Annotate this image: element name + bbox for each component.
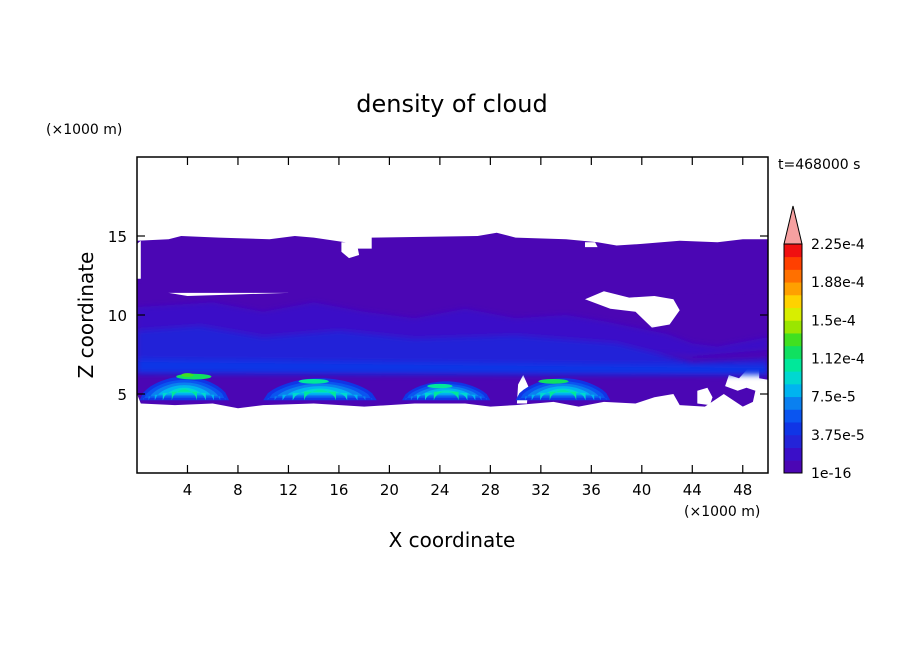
x-tick-label: 12 [279,481,298,499]
cloud-gap [697,387,713,406]
cloud-upper-layer [137,232,768,296]
cloud-band [137,326,768,369]
colorbar-extend-arrow [783,205,803,245]
colorbar-swatch [784,358,802,372]
chart-title: density of cloud [356,90,547,118]
convective-core [402,381,491,401]
colorbar-swatch [784,269,802,283]
cloud-mid-bands [137,302,768,375]
colorbar-swatch [784,371,802,385]
core-contour [292,388,348,401]
convective-core [139,376,230,401]
cloud-gap [585,242,598,248]
colorbar-swatch [784,460,802,474]
x-tick-label: 4 [183,481,193,499]
core-contour [171,389,197,401]
core-peak [181,373,194,377]
x-unit-label: (×1000 m) [684,504,760,520]
cloud-gap [585,291,680,328]
colorbar-label: 7.5e-5 [811,390,856,406]
cloud-field [137,232,768,409]
colorbar-swatch [784,282,802,296]
colorbar-label: 1.88e-4 [811,275,865,291]
x-tick-label: 8 [233,481,243,499]
colorbar-swatch [784,447,802,461]
convective-core [263,378,377,401]
y-tick-label: 15 [108,228,127,246]
colorbar-swatch [784,434,802,448]
colorbar-swatch [784,294,802,309]
colorbar-swatch [784,307,802,321]
colorbar-swatch [784,383,802,398]
cloud-band [137,302,768,357]
colorbar-label: 1.12e-4 [811,352,865,368]
time-label: t=468000 s [778,157,860,173]
x-tick-label: 16 [329,481,348,499]
core-peak [538,378,569,384]
core-contour [162,387,206,401]
y-axis: 5 10 15 [108,228,768,404]
x-axis: 4 8 12 16 20 24 28 32 36 40 44 48 [183,157,752,499]
core-contour [540,388,586,401]
core-peak [427,383,453,389]
colorbar: 1e-16 3.75e-5 7.5e-5 1.12e-4 1.5e-4 1.88e-4 2.… [783,205,865,482]
x-tick-label: 32 [531,481,550,499]
x-tick-label: 40 [632,481,651,499]
colorbar-label: 1.5e-4 [811,313,856,329]
colorbar-label: 3.75e-5 [811,428,865,444]
x-axis-title: X coordinate [389,528,516,552]
core-contour [433,391,459,401]
colorbar-swatch [784,244,802,258]
colorbar-label: 1e-16 [811,466,851,482]
colorbar-swatch [784,320,802,334]
colorbar-swatch [784,422,802,436]
cloud-gap [341,242,360,259]
y-axis-title: Z coordinate [74,252,98,379]
x-tick-label: 44 [683,481,702,499]
colorbar-swatch [784,396,802,410]
core-peak [298,378,329,384]
y-tick-label: 5 [117,386,127,404]
y-unit-label: (×1000 m) [46,122,122,138]
core-contour [531,386,595,401]
x-tick-label: 28 [481,481,500,499]
cloud-upper-base [137,283,768,293]
colorbar-swatch [784,333,802,347]
x-tick-label: 24 [430,481,449,499]
colorbar-swatch [784,409,802,423]
colorbar-swatch [784,256,802,270]
core-contour [282,386,358,401]
cloud-gap [137,240,141,279]
core-contour [417,388,476,401]
colorbar-swatch [784,345,802,359]
convective-core [515,378,611,401]
y-tick-label: 10 [108,307,127,325]
x-tick-label: 20 [380,481,399,499]
colorbar-label: 2.25e-4 [811,237,865,253]
x-tick-label: 48 [733,481,752,499]
x-tick-label: 36 [582,481,601,499]
cloud-band [137,359,768,375]
